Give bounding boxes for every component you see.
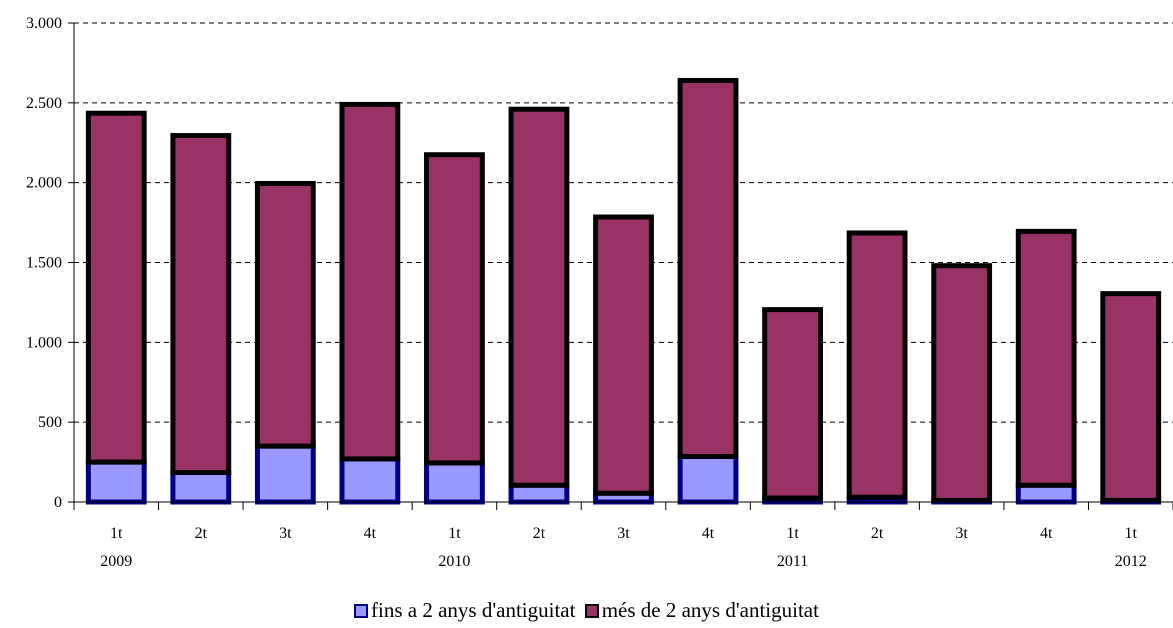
x-tick-label: 2t [533, 525, 546, 542]
bar-series-1 [170, 133, 232, 475]
bar-series-1 [677, 77, 739, 459]
x-tick-label: 1t [1125, 525, 1138, 542]
bar-series-0 [508, 482, 570, 505]
bar-series-1 [508, 106, 570, 488]
x-tick-label: 1t [448, 525, 461, 542]
x-year-label: 2011 [777, 553, 808, 570]
x-tick-label: 1t [786, 525, 799, 542]
legend-label-series-1: més de 2 anys d'antiguitat [601, 598, 819, 622]
x-tick-label: 4t [702, 525, 715, 542]
bar-series-1 [339, 101, 401, 462]
y-tick-label: 1.500 [26, 255, 62, 272]
bar-series-0 [85, 459, 147, 505]
x-tick-label: 3t [617, 525, 630, 542]
x-tick-label: 4t [1040, 525, 1053, 542]
bar-series-1 [846, 230, 908, 500]
bar-series-1 [254, 180, 316, 449]
legend-item-series-1: més de 2 anys d'antiguitat [584, 598, 819, 623]
chart: 0 500 1.000 1.500 2.000 2.500 3.000 1t 2009 2t 3t… [26, 15, 1173, 570]
x-tick-label: 4t [364, 525, 377, 542]
y-tick-label: 2.500 [26, 95, 62, 112]
x-year-label: 2012 [1115, 553, 1147, 570]
legend-swatch-series-0 [354, 603, 369, 618]
bar-series-1 [1100, 291, 1162, 503]
bar-series-1 [424, 152, 485, 466]
bar-series-0 [170, 469, 232, 505]
bar-series-1 [931, 263, 993, 503]
legend-label-series-0: fins a 2 anys d'antiguitat [371, 598, 576, 622]
y-tick-label: 0 [54, 494, 62, 511]
bar-series-0 [424, 460, 485, 505]
y-axis-ticks: 0 500 1.000 1.500 2.000 2.500 3.000 [26, 15, 74, 511]
x-tick-label: 2t [871, 525, 884, 542]
bar-series-1 [1015, 228, 1077, 488]
y-tick-label: 2.000 [26, 175, 62, 192]
x-axis-ticks: 1t 2009 2t 3t 4t 1t 2010 2t 3t 4t 1t 2011 2t 3t 4t 1t 20… [73, 502, 1173, 570]
legend-swatch-series-1 [584, 603, 599, 618]
x-tick-label: 1t [110, 525, 123, 542]
x-year-label: 2010 [438, 553, 470, 570]
bars [85, 77, 1162, 505]
y-tick-label: 500 [38, 414, 62, 431]
y-tick-label: 1.000 [26, 334, 62, 351]
legend: fins a 2 anys d'antiguitat més de 2 anys… [0, 598, 1173, 624]
bar-series-1 [593, 214, 654, 496]
bar-series-0 [677, 453, 739, 505]
x-tick-label: 2t [195, 525, 208, 542]
x-year-label: 2009 [100, 553, 132, 570]
x-tick-label: 3t [955, 525, 968, 542]
x-tick-label: 3t [279, 525, 292, 542]
legend-item-series-0: fins a 2 anys d'antiguitat [354, 598, 575, 623]
bar-series-0 [254, 443, 316, 505]
bar-series-0 [339, 456, 401, 505]
bar-series-1 [85, 110, 147, 465]
y-tick-label: 3.000 [26, 15, 62, 32]
bar-series-1 [762, 307, 823, 501]
bar-series-0 [1015, 482, 1077, 505]
